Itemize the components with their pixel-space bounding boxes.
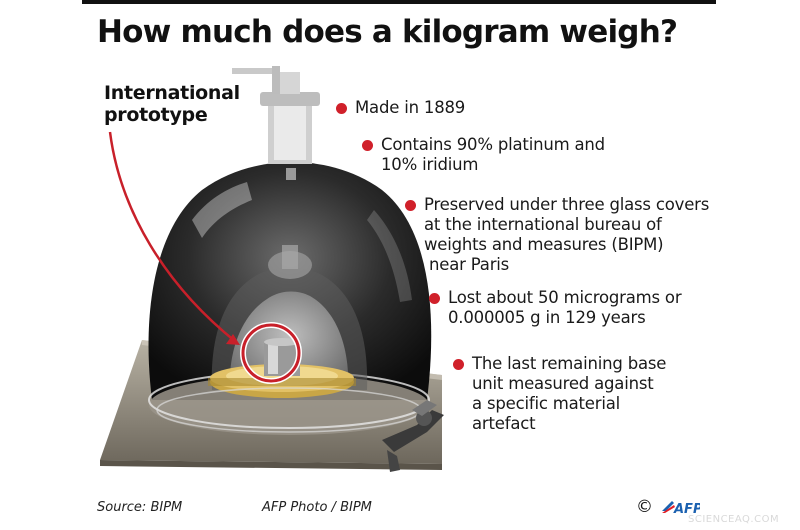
bullet-dot <box>405 200 416 211</box>
photo-credit: AFP Photo / BIPM <box>262 500 372 515</box>
fact-composition: Contains 90% platinum and 10% iridium <box>381 135 605 174</box>
fact-made: Made in 1889 <box>355 98 466 117</box>
top-rule <box>82 0 716 4</box>
fact-lost-mass: Lost about 50 micrograms or 0.000005 g i… <box>448 288 682 327</box>
watermark: SCIENCEAQ.COM <box>688 514 780 525</box>
bullet-dot <box>336 103 347 114</box>
svg-text:AFP: AFP <box>673 502 700 517</box>
copyright-symbol: © <box>636 497 653 517</box>
bullet-dot <box>362 140 373 151</box>
prototype-label: International prototype <box>104 82 240 126</box>
afp-logo: AFP <box>662 501 700 517</box>
fact-last-unit: The last remaining base unit measured ag… <box>472 354 667 433</box>
bullet-dot <box>429 293 440 304</box>
source-credit: Source: BIPM <box>97 500 183 515</box>
bullet-dot <box>453 359 464 370</box>
page-title: How much does a kilogram weigh? <box>97 14 678 50</box>
fact-preserved: Preserved under three glass covers at th… <box>424 195 710 274</box>
